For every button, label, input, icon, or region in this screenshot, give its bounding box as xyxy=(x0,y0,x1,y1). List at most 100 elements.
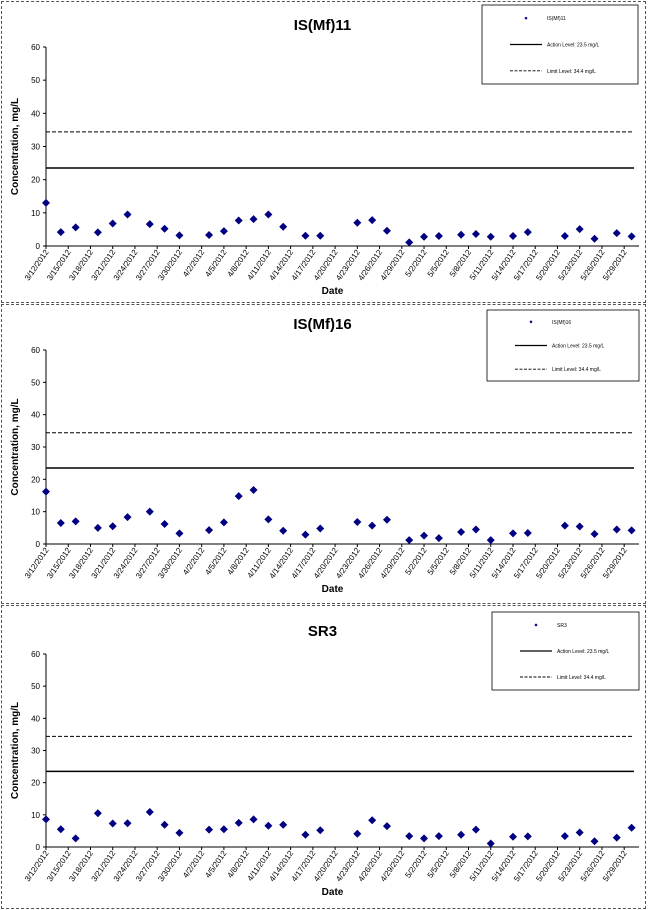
data-point xyxy=(471,230,480,239)
y-tick-label: 30 xyxy=(31,443,40,452)
data-point xyxy=(560,832,569,841)
data-point xyxy=(457,230,466,239)
data-point xyxy=(249,486,258,495)
data-point xyxy=(264,210,273,219)
data-point xyxy=(382,515,391,524)
data-point xyxy=(249,815,258,824)
data-point xyxy=(382,226,391,235)
data-point xyxy=(108,219,117,228)
y-tick-label: 0 xyxy=(36,242,41,251)
y-tick-label: 60 xyxy=(31,43,40,52)
y-tick-label: 30 xyxy=(31,143,40,152)
data-point xyxy=(42,487,50,496)
data-point xyxy=(42,198,50,207)
data-point xyxy=(508,529,517,538)
y-tick-label: 40 xyxy=(31,714,40,723)
data-point xyxy=(219,825,228,834)
data-point xyxy=(145,507,154,516)
legend-label: SR3 xyxy=(557,623,567,629)
data-point xyxy=(353,218,362,227)
data-point xyxy=(575,522,584,531)
data-point xyxy=(316,231,325,240)
data-point xyxy=(590,529,599,538)
y-axis-label: Concentration, mg/L xyxy=(10,398,21,495)
data-point xyxy=(219,227,228,236)
chart-title: IS(Mf)16 xyxy=(293,316,351,333)
y-tick-label: 20 xyxy=(31,176,40,185)
data-point xyxy=(486,839,495,848)
data-point xyxy=(175,828,184,837)
data-point xyxy=(71,517,80,526)
data-point xyxy=(420,232,429,241)
legend-box xyxy=(486,309,640,382)
data-point xyxy=(160,224,169,233)
data-point xyxy=(249,215,258,224)
data-point xyxy=(175,231,184,240)
y-tick-label: 30 xyxy=(31,747,40,756)
data-point xyxy=(108,522,117,531)
data-point xyxy=(316,826,325,835)
data-point xyxy=(264,821,273,830)
data-point xyxy=(316,524,325,533)
data-point xyxy=(612,229,621,238)
data-point xyxy=(560,521,569,530)
chart-panel-is-mf-16: IS(Mf)16 0 10 20 30 40 50 60 3/12/2012 3/15/2012 3… xyxy=(1,304,646,604)
data-point xyxy=(471,525,480,534)
data-point xyxy=(405,238,414,247)
data-point xyxy=(56,825,65,834)
data-point xyxy=(205,231,214,240)
data-point xyxy=(93,523,102,532)
data-point xyxy=(627,526,636,535)
data-point xyxy=(575,828,584,837)
data-point xyxy=(301,830,310,839)
data-point xyxy=(279,526,288,535)
data-point xyxy=(612,525,621,534)
y-axis-label: Concentration, mg/L xyxy=(10,98,21,195)
y-tick-label: 0 xyxy=(36,843,41,852)
chart-svg: IS(Mf)1601020304050603/12/20123/15/20123… xyxy=(10,309,640,595)
data-point xyxy=(405,536,414,545)
data-point xyxy=(205,825,214,834)
data-point xyxy=(434,832,443,841)
data-point xyxy=(382,822,391,831)
data-point xyxy=(627,823,636,832)
data-point xyxy=(368,816,377,825)
data-point xyxy=(508,232,517,241)
data-point xyxy=(160,519,169,528)
data-point xyxy=(234,818,243,827)
y-tick-label: 40 xyxy=(31,109,40,118)
data-point xyxy=(523,832,532,841)
data-point xyxy=(56,228,65,237)
data-point xyxy=(234,216,243,225)
chart-title: IS(Mf)11 xyxy=(294,17,352,34)
y-tick-label: 10 xyxy=(31,209,40,218)
y-tick-label: 10 xyxy=(31,811,40,820)
legend-label: Action Level: 23.5 mg/L xyxy=(557,649,609,655)
data-point xyxy=(160,820,169,829)
y-tick-label: 40 xyxy=(31,411,40,420)
data-point xyxy=(123,819,132,828)
data-point xyxy=(175,529,184,538)
data-point xyxy=(123,210,132,219)
data-point xyxy=(279,820,288,829)
data-point xyxy=(523,228,532,237)
data-point xyxy=(405,832,414,841)
data-point xyxy=(301,530,310,539)
y-axis-label: Concentration, mg/L xyxy=(10,702,21,799)
data-point xyxy=(71,223,80,232)
data-point xyxy=(234,492,243,501)
data-point xyxy=(612,833,621,842)
data-point xyxy=(457,528,466,537)
y-tick-label: 60 xyxy=(31,346,40,355)
data-point xyxy=(486,536,495,545)
y-tick-label: 50 xyxy=(31,76,40,85)
legend-label: Limit Level: 34.4 mg/L xyxy=(547,69,596,75)
data-point xyxy=(353,829,362,838)
chart-svg: IS(Mf)1101020304050603/12/20123/15/20123… xyxy=(10,4,639,297)
data-point xyxy=(457,830,466,839)
data-point xyxy=(590,234,599,243)
y-tick-label: 20 xyxy=(31,475,40,484)
data-point xyxy=(420,531,429,540)
y-tick-label: 50 xyxy=(31,682,40,691)
chart-panel-sr3: SR3 0 10 20 30 40 50 60 3/12/2012 3/15/2012 3/18/2… xyxy=(1,605,646,909)
